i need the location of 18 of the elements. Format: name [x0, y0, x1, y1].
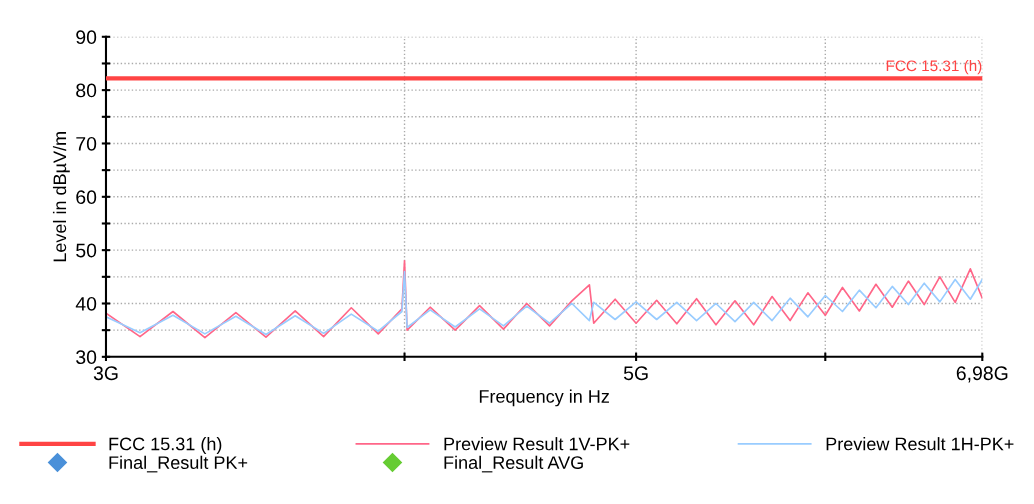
y-tick-label: 50 — [76, 243, 97, 258]
ref-line-label: FCC 15.31 (h) — [886, 59, 982, 75]
x-tick-label: 3G — [93, 366, 118, 381]
y-tick-label: 90 — [76, 30, 97, 45]
y-tick-label: 70 — [76, 136, 97, 151]
x-axis-title: Frequency in Hz — [479, 389, 609, 407]
y-tick-label: 80 — [76, 83, 97, 98]
text: FCC 15.31 (h) — [109, 437, 222, 454]
legend-label: Final_Result PK+ — [109, 455, 248, 473]
y-axis-title: Level in dBµV/m — [52, 132, 70, 262]
legend-label: Preview Result 1H-PK+ — [826, 437, 1014, 451]
x-tick-label: 6,98G — [956, 366, 1008, 383]
x-tick-label: 5G — [623, 366, 648, 381]
legend-label: Final_Result AVG — [444, 455, 583, 473]
y-tick-label: 30 — [76, 350, 97, 365]
y-tick-label: 40 — [75, 296, 97, 311]
legend-label: Preview Result 1V-PK+ — [444, 437, 630, 451]
y-tick-label: 60 — [76, 190, 97, 205]
